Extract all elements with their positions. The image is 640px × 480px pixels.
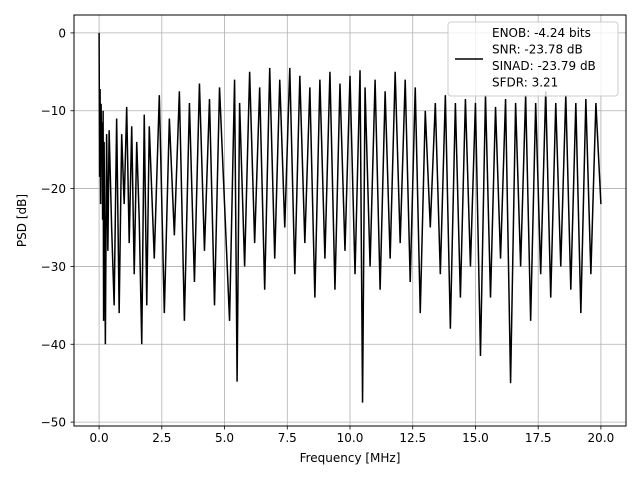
x-tick-label: 10.0 <box>337 431 364 445</box>
y-tick-label: −20 <box>41 182 66 196</box>
x-tick-label: 12.5 <box>399 431 426 445</box>
x-axis-label: Frequency [MHz] <box>300 451 401 465</box>
x-tick-label: 0.0 <box>90 431 109 445</box>
x-tick-label: 20.0 <box>588 431 615 445</box>
y-tick-label: −40 <box>41 338 66 352</box>
x-tick-label: 2.5 <box>152 431 171 445</box>
legend-box <box>447 21 619 97</box>
x-tick-label: 7.5 <box>278 431 297 445</box>
legend: ENOB: -4.24 bits SNR: -23.78 dB SINAD: -23… <box>447 21 619 97</box>
x-axis: 0.0 2.5 5.0 7.5 10.0 12.5 15.0 17.5 20.0 <box>90 426 615 445</box>
y-tick-label: −50 <box>41 416 66 430</box>
series-layer <box>98 32 602 403</box>
y-axis-label: PSD [dB] <box>15 194 29 247</box>
series-line <box>98 32 602 403</box>
x-tick-label: 5.0 <box>215 431 234 445</box>
legend-label: ENOB: -4.24 bits SNR: -23.78 dB SINAD: -23… <box>492 26 596 90</box>
x-tick-label: 17.5 <box>525 431 552 445</box>
y-tick-label: 0 <box>58 26 66 40</box>
x-tick-label: 15.0 <box>462 431 489 445</box>
y-tick-label: −30 <box>41 260 66 274</box>
y-axis: 0 −10 −20 −30 −40 −50 <box>41 26 74 430</box>
y-tick-label: −10 <box>41 104 66 118</box>
